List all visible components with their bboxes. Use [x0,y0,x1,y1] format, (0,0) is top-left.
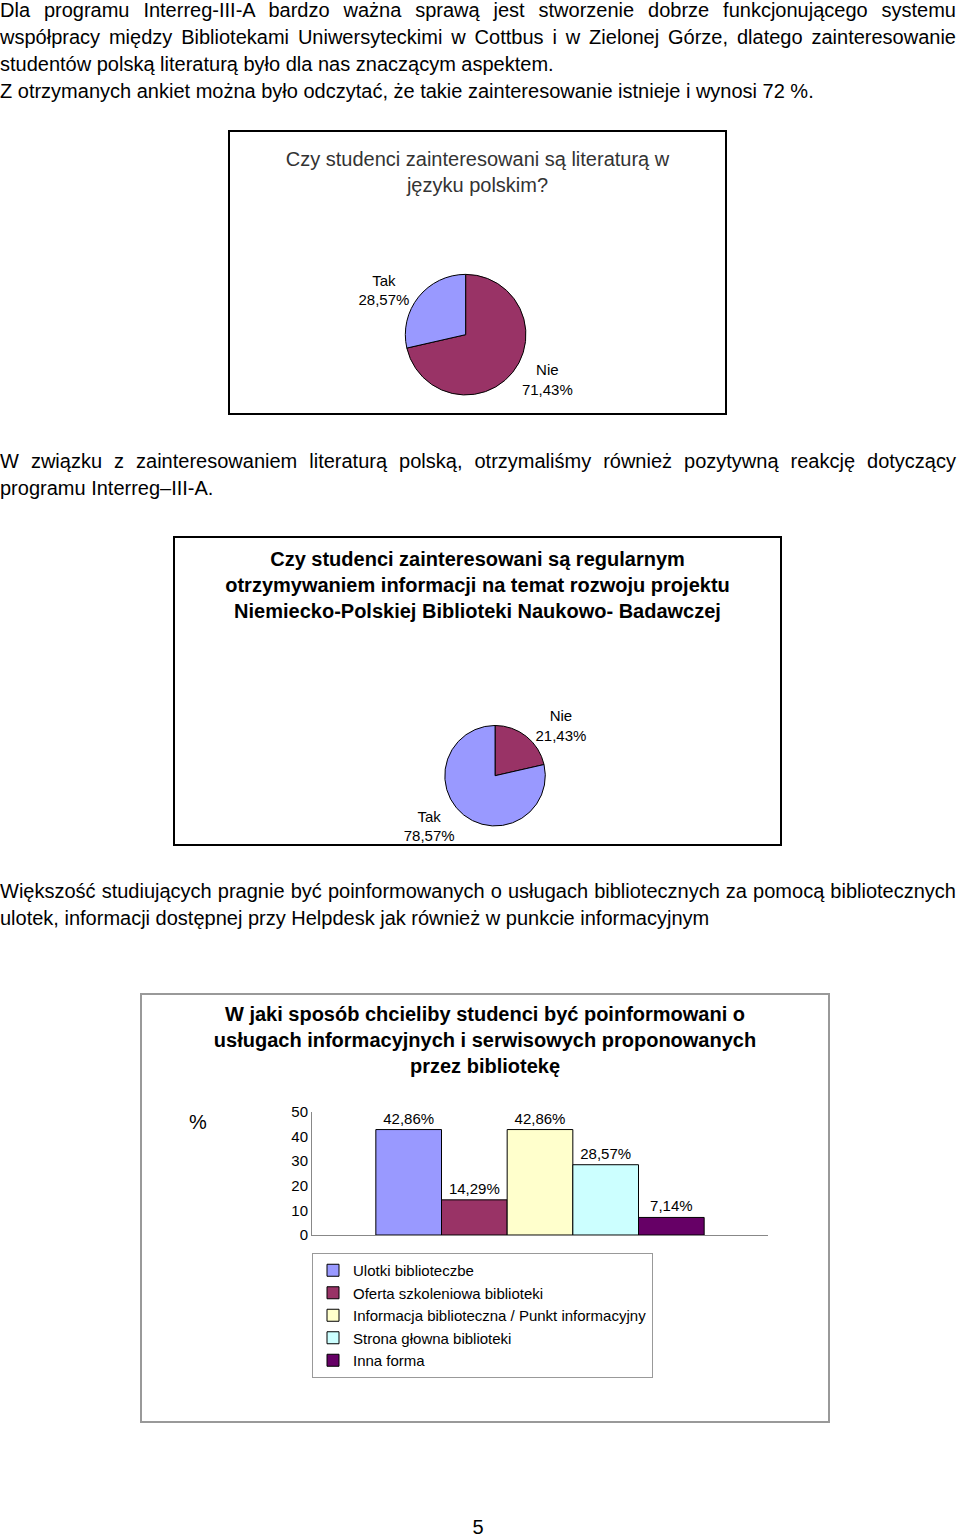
svg-text:Informacja biblioteczna / Punk: Informacja biblioteczna / Punkt informac… [353,1307,646,1324]
html-text:5: 5 [472,1516,484,1538]
html-text:Większość studiujących pragnie: Większość studiujących pragnie być poinf… [0,880,956,929]
svg-text:Tak28,57%: Tak28,57% [358,272,409,309]
svg-text:20: 20 [291,1177,308,1194]
svg-text:28,57%: 28,57% [580,1145,631,1162]
svg-text:42,86%: 42,86% [383,1110,434,1127]
svg-text:Ulotki biblioteczbe: Ulotki biblioteczbe [353,1262,474,1279]
svg-text:0: 0 [300,1226,308,1243]
svg-text:Czy studenci zainteresowani są: Czy studenci zainteresowani są regularny… [225,548,730,622]
svg-text:Strona głowna biblioteki: Strona głowna biblioteki [353,1330,511,1347]
svg-text:50: 50 [291,1103,308,1120]
svg-text:W jaki sposób chcieliby studen: W jaki sposób chcieliby studenci być poi… [214,1003,756,1077]
svg-text:40: 40 [291,1128,308,1145]
svg-text:7,14%: 7,14% [650,1197,693,1214]
svg-text:Czy studenci zainteresowani są: Czy studenci zainteresowani są literatur… [286,148,670,196]
html-text:W związku z zainteresowaniem l: W związku z zainteresowaniem literaturą … [0,450,956,499]
html-text:Dla programu Interreg-III-A ba: Dla programu Interreg-III-A bardzo ważna… [0,0,956,75]
svg-text:Inna forma: Inna forma [353,1352,425,1369]
svg-text:Nie71,43%: Nie71,43% [522,361,573,398]
svg-text:10: 10 [291,1202,308,1219]
svg-text:Oferta szkoleniowa biblioteki: Oferta szkoleniowa biblioteki [353,1285,543,1302]
svg-text:30: 30 [291,1152,308,1169]
svg-text:%: % [189,1111,207,1133]
svg-text:Tak78,57%: Tak78,57% [404,808,455,844]
svg-text:Nie21,43%: Nie21,43% [536,707,587,744]
svg-text:14,29%: 14,29% [449,1180,500,1197]
svg-text:42,86%: 42,86% [515,1110,566,1127]
html-text:Z otrzymanych ankiet można był: Z otrzymanych ankiet można było odczytać… [0,80,814,102]
